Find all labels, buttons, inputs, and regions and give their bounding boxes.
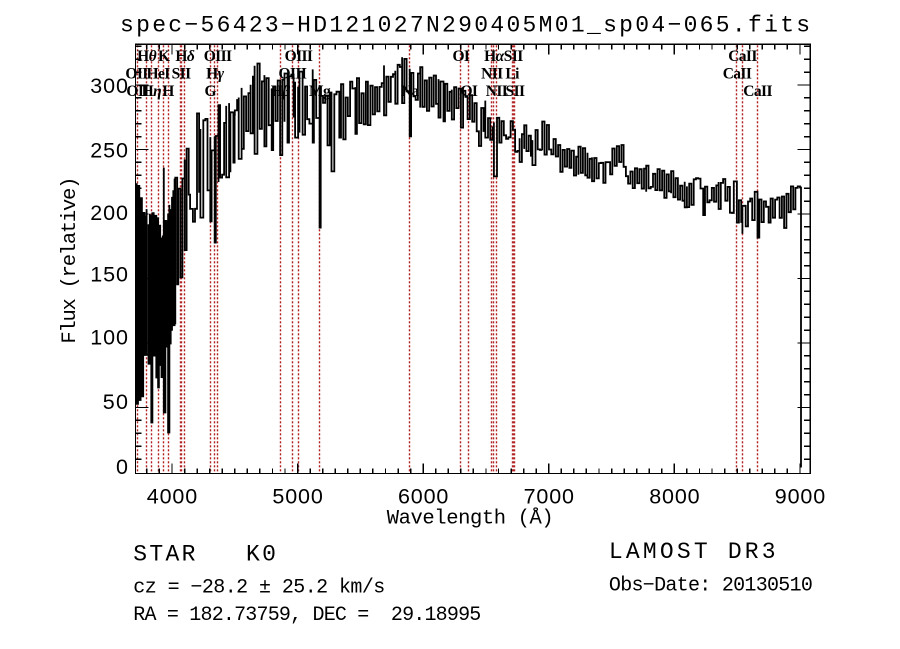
svg-text:LAMOST DR3: LAMOST DR3 xyxy=(609,539,778,565)
svg-text:5000: 5000 xyxy=(272,485,322,509)
svg-text:8000: 8000 xyxy=(649,485,699,509)
svg-text:4000: 4000 xyxy=(147,485,197,509)
svg-text:Obs−Date: 20130510: Obs−Date: 20130510 xyxy=(609,575,813,598)
svg-text:7000: 7000 xyxy=(524,485,574,509)
svg-text:Hγ: Hγ xyxy=(206,66,224,83)
svg-text:150: 150 xyxy=(90,263,128,287)
svg-text:Flux (relative): Flux (relative) xyxy=(59,177,82,344)
svg-text:Hθ: Hθ xyxy=(137,48,156,65)
svg-text:OIII: OIII xyxy=(204,48,232,65)
svg-text:CaII: CaII xyxy=(728,48,757,65)
svg-text:Hη: Hη xyxy=(142,83,161,100)
svg-text:200: 200 xyxy=(90,201,128,225)
svg-text:300: 300 xyxy=(90,74,128,98)
svg-text:9000: 9000 xyxy=(775,485,825,509)
svg-text:H: H xyxy=(162,83,174,100)
svg-text:spec−56423−HD121027N290405M01_: spec−56423−HD121027N290405M01_sp04−065.f… xyxy=(120,13,812,39)
svg-text:OII: OII xyxy=(125,66,148,83)
svg-text:SII: SII xyxy=(506,83,525,100)
svg-text:Wavelength (Å): Wavelength (Å) xyxy=(387,508,554,531)
svg-text:6000: 6000 xyxy=(398,485,448,509)
svg-text:NII: NII xyxy=(481,66,503,83)
svg-text:0: 0 xyxy=(116,455,128,479)
svg-text:CaII: CaII xyxy=(743,83,772,100)
svg-text:NII: NII xyxy=(486,83,508,100)
svg-text:OIII: OIII xyxy=(285,48,313,65)
svg-text:OII: OII xyxy=(126,83,149,100)
svg-text:Hα: Hα xyxy=(484,48,504,65)
svg-text:HeI: HeI xyxy=(147,66,171,83)
svg-text:STAR K0: STAR K0 xyxy=(133,541,278,567)
svg-text:SII: SII xyxy=(504,48,523,65)
svg-text:Li: Li xyxy=(505,66,520,83)
svg-text:CaII: CaII xyxy=(723,66,752,83)
svg-text:SII: SII xyxy=(172,66,191,83)
svg-text:G: G xyxy=(204,83,216,100)
svg-text:cz = −28.2 ± 25.2 km/s: cz = −28.2 ± 25.2 km/s xyxy=(133,577,385,600)
svg-text:RA = 182.73759, DEC = 29.1899: RA = 182.73759, DEC = 29.18995 xyxy=(133,604,481,627)
svg-text:OI: OI xyxy=(452,48,469,65)
svg-text:K: K xyxy=(158,48,170,65)
svg-text:250: 250 xyxy=(90,139,128,163)
svg-text:Hδ: Hδ xyxy=(175,48,194,65)
svg-text:50: 50 xyxy=(103,390,128,414)
svg-text:100: 100 xyxy=(90,326,128,350)
